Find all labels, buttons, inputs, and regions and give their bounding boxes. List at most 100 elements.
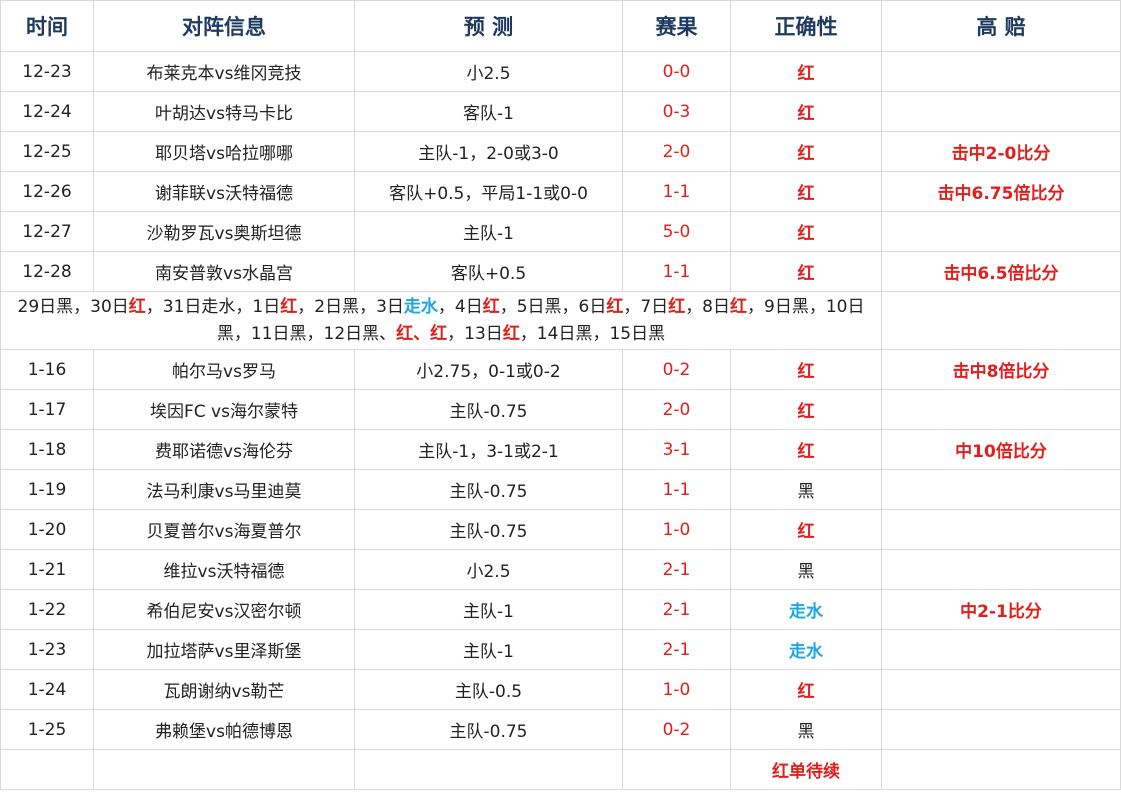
- match-cell: 帕尔马vs罗马: [93, 349, 355, 390]
- summary-text: 29日黑，30日: [17, 296, 129, 317]
- score-cell: 1-1: [622, 251, 731, 292]
- date-cell: 12-26: [0, 171, 94, 212]
- match-cell: 加拉塔萨vs里泽斯堡: [93, 629, 355, 670]
- col-header-correctness: 正确性: [730, 0, 882, 52]
- prediction-cell: 主队-0.75: [354, 709, 623, 750]
- col-header-high-odds: 高 赔: [881, 0, 1121, 52]
- summary-text: ，5日黑，6日: [499, 296, 607, 317]
- high-odds-cell: 击中6.5倍比分: [881, 251, 1121, 292]
- date-cell: 12-25: [0, 131, 94, 172]
- date-cell: 1-24: [0, 669, 94, 710]
- match-cell: 瓦朗谢纳vs勒芒: [93, 669, 355, 710]
- prediction-cell: 主队-1: [354, 629, 623, 670]
- table-row: 1-17 埃因FC vs海尔蒙特 主队-0.75 2-0 红: [0, 389, 1121, 430]
- prediction-cell: 主队-1: [354, 589, 623, 630]
- score-cell: 2-0: [622, 389, 731, 430]
- high-odds-cell: [881, 389, 1121, 430]
- table-row: 12-25 耶贝塔vs哈拉哪哪 主队-1，2-0或3-0 2-0 红击中2-0比分: [0, 131, 1121, 172]
- prediction-cell: 客队-1: [354, 91, 623, 132]
- match-cell: 法马利康vs马里迪莫: [93, 469, 355, 510]
- footer-empty-cell: [881, 749, 1121, 790]
- correctness-cell: 红: [730, 669, 882, 710]
- summary-text: ，8日: [685, 296, 731, 317]
- col-header-date: 时间: [0, 0, 94, 52]
- footer-row: 红单待续: [0, 749, 1121, 790]
- summary-red-text: 红: [502, 323, 520, 344]
- summary-red-text: 红: [128, 296, 146, 317]
- correctness-cell: 红: [730, 509, 882, 550]
- table-row: 12-24 叶胡达vs特马卡比 客队-1 0-3 红: [0, 91, 1121, 132]
- prediction-cell: 主队-0.75: [354, 469, 623, 510]
- correctness-cell: 红: [730, 91, 882, 132]
- summary-text: ，13日: [447, 323, 503, 344]
- score-cell: 2-1: [622, 629, 731, 670]
- high-odds-cell: [881, 629, 1121, 670]
- prediction-cell: 主队-0.5: [354, 669, 623, 710]
- score-cell: 1-1: [622, 469, 731, 510]
- footer-empty-cell: [622, 749, 731, 790]
- high-odds-cell: [881, 549, 1121, 590]
- high-odds-cell: [881, 669, 1121, 710]
- prediction-cell: 客队+0.5，平局1-1或0-0: [354, 171, 623, 212]
- table-row: 1-23 加拉塔萨vs里泽斯堡 主队-1 2-1 走水: [0, 629, 1121, 670]
- date-cell: 1-20: [0, 509, 94, 550]
- score-cell: 0-2: [622, 709, 731, 750]
- match-cell: 沙勒罗瓦vs奥斯坦德: [93, 211, 355, 252]
- match-cell: 弗赖堡vs帕德博恩: [93, 709, 355, 750]
- table-row: 1-25 弗赖堡vs帕德博恩 主队-0.75 0-2 黑: [0, 709, 1121, 750]
- summary-push-text: 走水: [403, 296, 438, 317]
- header-row: 时间 对阵信息 预 测 赛果 正确性 高 赔: [0, 0, 1121, 52]
- high-odds-cell: [881, 91, 1121, 132]
- summary-cell: 29日黑，30日红，31日走水，1日红，2日黑，3日走水，4日红，5日黑，6日红…: [0, 291, 882, 350]
- footer-empty-cell: [93, 749, 355, 790]
- correctness-cell: 黑: [730, 469, 882, 510]
- summary-empty-cell: [881, 291, 1121, 350]
- summary-text: ，4日: [437, 296, 483, 317]
- match-cell: 谢菲联vs沃特福德: [93, 171, 355, 212]
- prediction-cell: 主队-0.75: [354, 389, 623, 430]
- score-cell: 2-1: [622, 549, 731, 590]
- correctness-cell: 红: [730, 131, 882, 172]
- summary-text: ，7日: [623, 296, 669, 317]
- date-cell: 12-28: [0, 251, 94, 292]
- score-cell: 0-2: [622, 349, 731, 390]
- prediction-cell: 小2.5: [354, 549, 623, 590]
- summary-red-text: 红: [280, 296, 298, 317]
- table-row: 12-26 谢菲联vs沃特福德 客队+0.5，平局1-1或0-0 1-1 红击中6.75…: [0, 171, 1121, 212]
- date-cell: 1-16: [0, 349, 94, 390]
- date-cell: 12-27: [0, 211, 94, 252]
- score-cell: 5-0: [622, 211, 731, 252]
- correctness-cell: 红: [730, 211, 882, 252]
- table-row: 1-20 贝夏普尔vs海夏普尔 主队-0.75 1-0 红: [0, 509, 1121, 550]
- score-cell: 0-3: [622, 91, 731, 132]
- high-odds-cell: 中10倍比分: [881, 429, 1121, 470]
- date-cell: 1-23: [0, 629, 94, 670]
- match-cell: 耶贝塔vs哈拉哪哪: [93, 131, 355, 172]
- score-cell: 1-0: [622, 669, 731, 710]
- date-cell: 1-18: [0, 429, 94, 470]
- date-cell: 1-21: [0, 549, 94, 590]
- high-odds-cell: 击中6.75倍比分: [881, 171, 1121, 212]
- correctness-cell: 走水: [730, 589, 882, 630]
- high-odds-cell: [881, 469, 1121, 510]
- date-cell: 1-17: [0, 389, 94, 430]
- high-odds-cell: [881, 51, 1121, 92]
- col-header-score: 赛果: [622, 0, 731, 52]
- correctness-cell: 黑: [730, 709, 882, 750]
- prediction-cell: 主队-1，3-1或2-1: [354, 429, 623, 470]
- match-cell: 费耶诺德vs海伦芬: [93, 429, 355, 470]
- table-row: 1-22 希伯尼安vs汉密尔顿 主队-1 2-1 走水 中2-1比分: [0, 589, 1121, 630]
- col-header-prediction: 预 测: [354, 0, 623, 52]
- prediction-cell: 主队-1，2-0或3-0: [354, 131, 623, 172]
- correctness-cell: 黑: [730, 549, 882, 590]
- footer-empty-cell: [354, 749, 623, 790]
- score-cell: 1-1: [622, 171, 731, 212]
- prediction-cell: 小2.5: [354, 51, 623, 92]
- prediction-cell: 小2.75，0-1或0-2: [354, 349, 623, 390]
- table-row: 12-28 南安普敦vs水晶宫 客队+0.5 1-1 红击中6.5倍比分: [0, 251, 1121, 292]
- correctness-cell: 红: [730, 349, 882, 390]
- table-row: 1-16 帕尔马vs罗马 小2.75，0-1或0-2 0-2 红击中8倍比分: [0, 349, 1121, 390]
- summary-red-text: 红: [482, 296, 500, 317]
- score-cell: 2-1: [622, 589, 731, 630]
